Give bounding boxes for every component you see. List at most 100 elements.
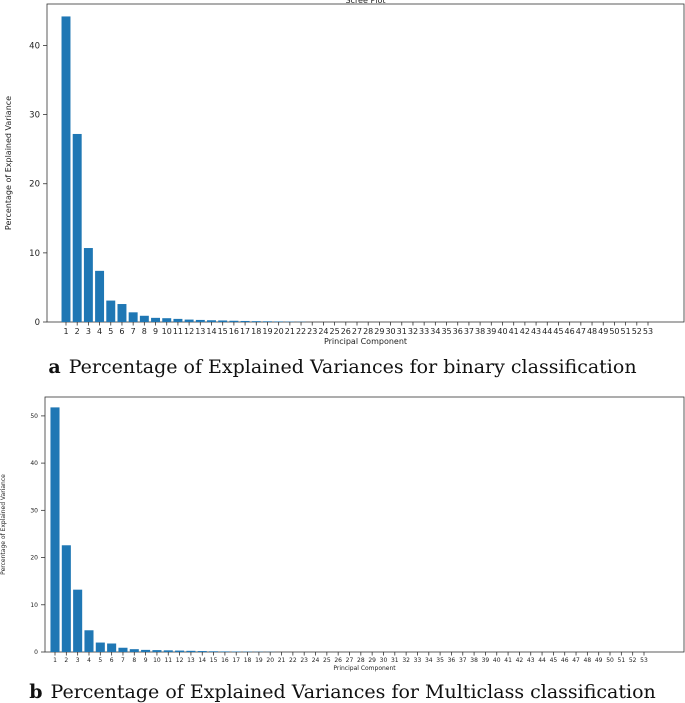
bar-pc-10 xyxy=(152,650,161,652)
bar-pc-16 xyxy=(220,651,229,652)
y-tick-label: 30 xyxy=(29,111,40,121)
bar-pc-13 xyxy=(186,651,195,652)
x-tick-label: 43 xyxy=(531,327,541,336)
y-tick-label: 50 xyxy=(30,413,38,420)
x-tick-label: 28 xyxy=(363,327,373,336)
x-tick-label: 4 xyxy=(87,657,91,664)
x-tick-label: 35 xyxy=(441,327,451,336)
x-tick-label: 29 xyxy=(368,657,376,664)
x-tick-label: 15 xyxy=(210,657,218,664)
x-tick-label: 33 xyxy=(419,327,429,336)
bar-pc-13 xyxy=(196,320,205,322)
x-tick-label: 43 xyxy=(527,657,535,664)
y-axis-label: Percentage of Explained Variance xyxy=(0,474,7,575)
x-tick-label: 31 xyxy=(391,657,399,664)
x-tick-label: 23 xyxy=(300,657,308,664)
bar-pc-4 xyxy=(95,271,104,322)
bar-pc-9 xyxy=(151,318,160,322)
bar-pc-9 xyxy=(141,650,150,652)
x-tick-label: 3 xyxy=(76,657,80,664)
y-tick-label: 10 xyxy=(29,249,40,259)
plot-frame xyxy=(47,4,684,322)
x-tick-label: 25 xyxy=(323,657,331,664)
x-tick-label: 27 xyxy=(352,327,362,336)
y-tick-label: 0 xyxy=(35,318,40,328)
x-tick-label: 36 xyxy=(448,657,456,664)
x-tick-label: 26 xyxy=(341,327,351,336)
x-tick-label: 5 xyxy=(108,327,113,336)
bar-pc-1 xyxy=(62,16,71,322)
x-tick-label: 2 xyxy=(64,657,68,664)
x-tick-label: 23 xyxy=(307,327,317,336)
x-tick-label: 12 xyxy=(176,657,184,664)
x-tick-label: 37 xyxy=(459,657,467,664)
x-tick-label: 41 xyxy=(509,327,519,336)
x-tick-label: 53 xyxy=(640,657,648,664)
bar-pc-8 xyxy=(140,316,149,322)
x-tick-label: 10 xyxy=(162,327,172,336)
x-tick-label: 19 xyxy=(262,327,272,336)
x-tick-label: 9 xyxy=(153,327,158,336)
x-tick-label: 18 xyxy=(251,327,261,336)
y-tick-label: 20 xyxy=(29,180,40,190)
x-tick-label: 14 xyxy=(198,657,206,664)
x-tick-label: 6 xyxy=(110,657,114,664)
x-tick-label: 32 xyxy=(408,327,418,336)
x-tick-label: 42 xyxy=(520,327,530,336)
x-tick-label: 34 xyxy=(430,327,440,336)
bar-pc-7 xyxy=(129,312,138,322)
bar-pc-2 xyxy=(62,545,71,652)
x-tick-label: 46 xyxy=(565,327,575,336)
x-tick-label: 19 xyxy=(255,657,263,664)
bar-pc-15 xyxy=(209,651,218,652)
x-tick-label: 12 xyxy=(184,327,194,336)
x-tick-label: 28 xyxy=(357,657,365,664)
bar-pc-10 xyxy=(162,318,171,322)
x-tick-label: 37 xyxy=(464,327,474,336)
bar-pc-3 xyxy=(73,590,82,652)
x-tick-label: 47 xyxy=(572,657,580,664)
x-tick-label: 7 xyxy=(131,327,136,336)
x-tick-label: 51 xyxy=(621,327,631,336)
x-tick-label: 52 xyxy=(629,657,637,664)
bar-pc-4 xyxy=(84,630,93,652)
x-axis-label: Principal Component xyxy=(333,665,396,672)
x-tick-label: 48 xyxy=(587,327,597,336)
x-tick-label: 22 xyxy=(289,657,297,664)
x-tick-label: 9 xyxy=(144,657,148,664)
x-tick-label: 39 xyxy=(486,327,496,336)
x-tick-label: 21 xyxy=(278,657,286,664)
x-tick-label: 47 xyxy=(576,327,586,336)
bar-pc-5 xyxy=(106,301,115,322)
x-tick-label: 4 xyxy=(97,327,102,336)
bar-pc-14 xyxy=(207,320,216,322)
x-tick-label: 32 xyxy=(402,657,410,664)
bar-pc-11 xyxy=(164,650,173,652)
bar-pc-6 xyxy=(107,644,116,653)
x-tick-label: 8 xyxy=(132,657,136,664)
bar-pc-3 xyxy=(84,248,93,322)
x-tick-label: 26 xyxy=(334,657,342,664)
x-tick-label: 52 xyxy=(632,327,642,336)
bar-pc-6 xyxy=(117,304,126,322)
x-tick-label: 30 xyxy=(380,657,388,664)
x-tick-label: 45 xyxy=(553,327,563,336)
x-tick-label: 11 xyxy=(164,657,172,664)
bar-pc-17 xyxy=(241,321,250,322)
x-tick-label: 2 xyxy=(75,327,80,336)
y-axis-label: Percentage of Explained Variance xyxy=(4,96,13,230)
x-tick-label: 17 xyxy=(240,327,250,336)
x-tick-label: 51 xyxy=(618,657,626,664)
bar-pc-2 xyxy=(73,134,82,322)
x-tick-label: 35 xyxy=(436,657,444,664)
x-tick-label: 13 xyxy=(187,657,195,664)
x-tick-label: 30 xyxy=(385,327,395,336)
caption-b-text: Percentage of Explained Variances for Mu… xyxy=(51,681,656,703)
bar-pc-14 xyxy=(198,651,207,652)
x-tick-label: 6 xyxy=(119,327,124,336)
y-tick-label: 40 xyxy=(29,41,40,51)
x-tick-label: 36 xyxy=(453,327,463,336)
bar-pc-16 xyxy=(229,321,238,322)
